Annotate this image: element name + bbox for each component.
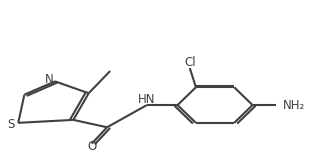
Text: N: N <box>45 73 53 86</box>
Text: NH₂: NH₂ <box>283 99 305 112</box>
Text: HN: HN <box>138 93 156 106</box>
Text: O: O <box>87 140 96 153</box>
Text: Cl: Cl <box>184 56 196 69</box>
Text: S: S <box>7 118 14 131</box>
